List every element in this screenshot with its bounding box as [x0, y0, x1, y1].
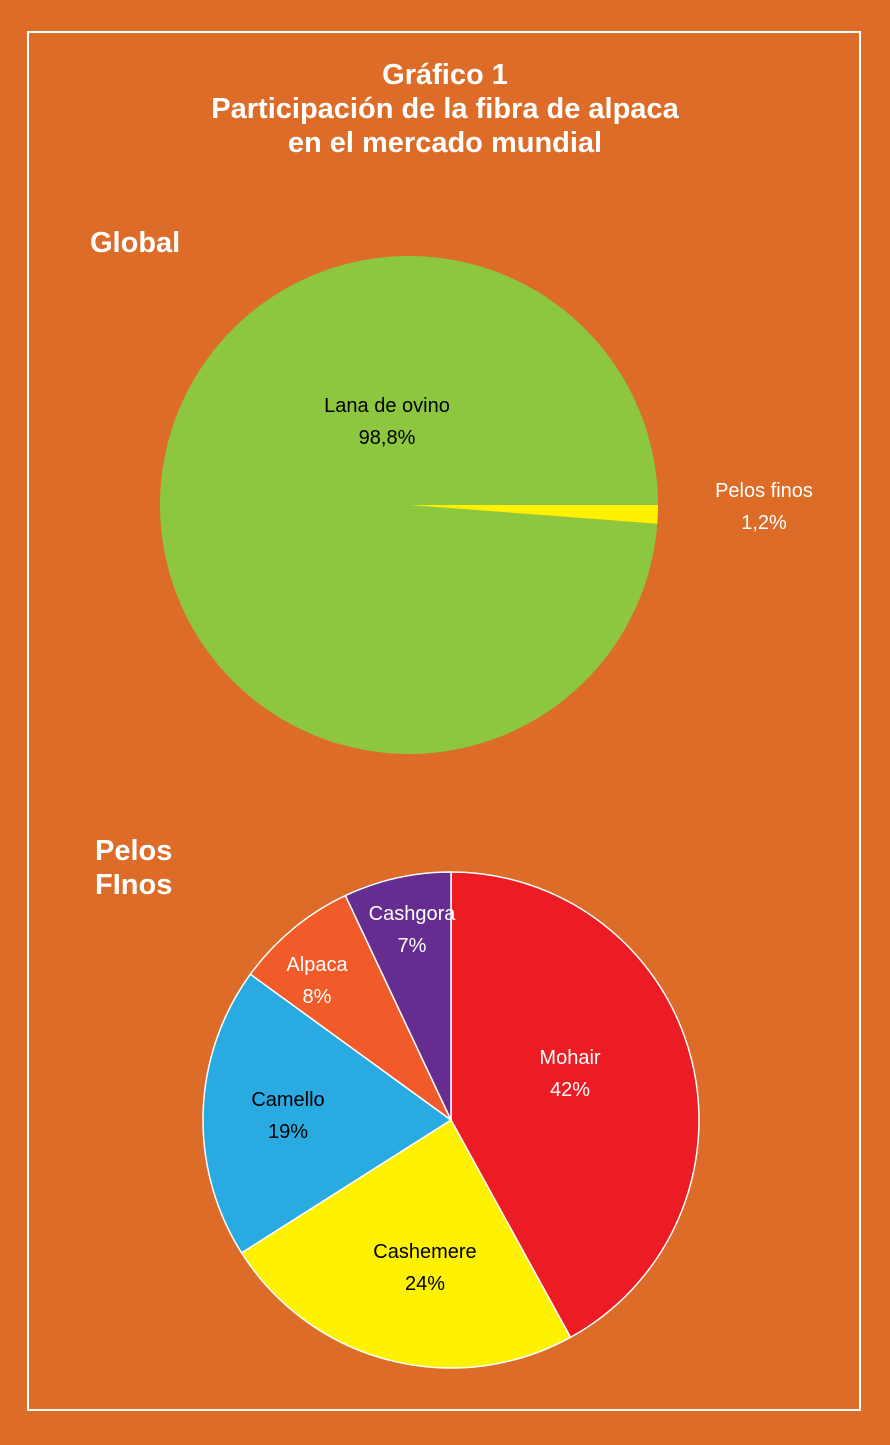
slice-label-lana-de-ovino: Lana de ovino	[324, 395, 450, 417]
pelos-finos-heading-line-2: FInos	[95, 869, 173, 901]
pie-slice-cashemere	[240, 1118, 572, 1369]
pie-slice-camello	[202, 973, 453, 1254]
slice-value-cashemere: 24%	[405, 1273, 445, 1295]
slice-label-camello: Camello	[251, 1089, 324, 1111]
slice-value-lana-de-ovino: 98,8%	[359, 427, 416, 449]
slice-value-cashgora: 7%	[398, 935, 427, 957]
title-line-3: en el mercado mundial	[287, 127, 603, 159]
global-heading: Global	[90, 227, 181, 259]
slice-label-mohair: Mohair	[539, 1047, 600, 1069]
pie-slice-lana-de-ovino	[160, 255, 658, 754]
title-line-1: Gráfico 1	[382, 59, 508, 91]
pelos-finos-heading: Pelos FInos	[95, 834, 172, 902]
slice-value-alpaca: 8%	[303, 986, 332, 1008]
slice-label-cashemere: Cashemere	[373, 1241, 476, 1263]
white-border-frame	[27, 31, 861, 1411]
slice-label-pelos-finos: Pelos finos	[715, 480, 813, 502]
slice-value-camello: 19%	[268, 1121, 308, 1143]
slice-label-alpaca: Alpaca	[286, 954, 348, 976]
slice-label-cashgora: Cashgora	[369, 903, 457, 925]
slice-value-mohair: 42%	[550, 1079, 590, 1101]
pie-slice-mohair	[450, 871, 700, 1339]
title-line-2: Participación de la fibra de alpaca	[211, 93, 679, 125]
pie-slice-pelos-finos	[409, 505, 658, 524]
pie-slice-cashgora	[344, 871, 452, 1121]
slice-value-pelos-finos: 1,2%	[741, 512, 787, 534]
chart-title: Gráfico 1 Participación de la fibra de a…	[0, 58, 890, 160]
pie-slice-alpaca	[249, 894, 452, 1121]
pelos-finos-heading-line-1: Pelos	[95, 835, 173, 867]
